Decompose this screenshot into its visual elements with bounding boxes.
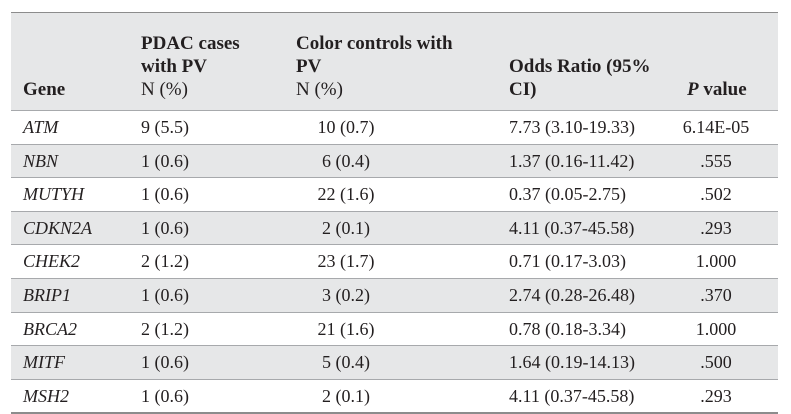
header-odds-ratio: Odds Ratio (95% CI) <box>509 55 650 101</box>
p-value-cell: .555 <box>700 150 732 171</box>
controls-cell: 5 (0.4) <box>322 352 370 373</box>
controls-cell: 2 (0.1) <box>322 217 370 238</box>
p-value-cell: 6.14E-05 <box>682 117 750 137</box>
table-header: Gene PDAC cases with PV N (%) Color cont… <box>11 12 778 110</box>
p-value-cell: 1.000 <box>695 251 737 272</box>
pdac-cases-cell: 1 (0.6) <box>141 284 189 305</box>
header-p-value: P value <box>687 78 747 101</box>
pdac-cases-cell: 2 (1.2) <box>141 251 189 272</box>
odds-ratio-cell: 0.71 (0.17-3.03) <box>509 251 626 272</box>
controls-cell: 21 (1.6) <box>317 318 375 339</box>
header-ctrl-line3: N (%) <box>296 79 343 100</box>
controls-cell: 3 (0.2) <box>322 284 370 305</box>
header-p-italic: P <box>687 79 699 100</box>
pdac-cases-cell: 1 (0.6) <box>141 150 189 171</box>
table-row: MUTYH 1 (0.6) 22 (1.6) 0.37 (0.05-2.75) .502 <box>11 177 778 211</box>
p-value-cell: .502 <box>700 184 732 205</box>
header-color-controls: Color controls with PV N (%) <box>296 32 453 101</box>
controls-cell: 6 (0.4) <box>322 150 370 171</box>
odds-ratio-cell: 4.11 (0.37-45.58) <box>509 217 635 238</box>
header-gene-label: Gene <box>23 79 66 100</box>
table-row: CHEK2 2 (1.2) 23 (1.7) 0.71 (0.17-3.03) 1.00… <box>11 244 778 278</box>
pdac-cases-cell: 1 (0.6) <box>141 184 189 205</box>
table-row: BRCA2 2 (1.2) 21 (1.6) 0.78 (0.18-3.34) 1.00… <box>11 311 778 346</box>
table-row: ATM 9 (5.5) 10 (0.7) 7.73 (3.10-19.33) 6.14E… <box>11 110 778 144</box>
odds-ratio-cell: 4.11 (0.37-45.58) <box>509 385 635 406</box>
table-row: MITF 1 (0.6) 5 (0.4) 1.64 (0.19-14.13) .500 <box>11 345 778 379</box>
results-table: Gene PDAC cases with PV N (%) Color cont… <box>11 12 778 414</box>
pdac-cases-cell: 1 (0.6) <box>141 385 189 406</box>
gene-cell: BRCA2 <box>23 318 77 339</box>
header-p-rest: value <box>698 79 747 100</box>
header-pdac-line3: N (%) <box>141 79 188 100</box>
header-gene: Gene <box>23 78 65 101</box>
gene-cell: MSH2 <box>23 385 69 406</box>
gene-cell: NBN <box>23 150 59 171</box>
table-body: ATM 9 (5.5) 10 (0.7) 7.73 (3.10-19.33) 6.14E… <box>11 110 778 414</box>
header-or-line1: Odds Ratio (95% <box>509 56 651 77</box>
gene-cell: MUTYH <box>23 184 85 205</box>
header-pdac-line1: PDAC cases <box>141 33 240 54</box>
odds-ratio-cell: 2.74 (0.28-26.48) <box>509 284 635 305</box>
gene-cell: CHEK2 <box>23 251 81 272</box>
pdac-cases-cell: 1 (0.6) <box>141 352 189 373</box>
header-ctrl-line1: Color controls with <box>296 33 453 54</box>
header-or-line2: CI) <box>509 79 537 100</box>
pdac-cases-cell: 9 (5.5) <box>141 117 189 137</box>
pdac-cases-cell: 1 (0.6) <box>141 217 189 238</box>
table-row: BRIP1 1 (0.6) 3 (0.2) 2.74 (0.28-26.48) .370 <box>11 277 778 312</box>
header-ctrl-line2: PV <box>296 56 322 77</box>
gene-cell: ATM <box>23 117 59 137</box>
controls-cell: 2 (0.1) <box>322 385 370 406</box>
odds-ratio-cell: 7.73 (3.10-19.33) <box>509 117 635 137</box>
gene-cell: MITF <box>23 352 65 373</box>
pdac-cases-cell: 2 (1.2) <box>141 318 189 339</box>
p-value-cell: .293 <box>700 385 732 406</box>
table-row: MSH2 1 (0.6) 2 (0.1) 4.11 (0.37-45.58) .293 <box>11 378 778 414</box>
p-value-cell: 1.000 <box>695 318 737 339</box>
odds-ratio-cell: 1.37 (0.16-11.42) <box>509 150 635 171</box>
p-value-cell: .293 <box>700 217 732 238</box>
odds-ratio-cell: 0.78 (0.18-3.34) <box>509 318 626 339</box>
p-value-cell: .500 <box>700 352 732 373</box>
controls-cell: 22 (1.6) <box>317 184 375 205</box>
table-row: NBN 1 (0.6) 6 (0.4) 1.37 (0.16-11.42) .555 <box>11 143 778 178</box>
odds-ratio-cell: 1.64 (0.19-14.13) <box>509 352 635 373</box>
gene-cell: BRIP1 <box>23 284 71 305</box>
controls-cell: 23 (1.7) <box>317 251 375 272</box>
p-value-cell: .370 <box>700 284 732 305</box>
gene-cell: CDKN2A <box>23 217 93 238</box>
table-row: CDKN2A 1 (0.6) 2 (0.1) 4.11 (0.37-45.58) .29… <box>11 210 778 245</box>
controls-cell: 10 (0.7) <box>317 117 375 137</box>
header-pdac-cases: PDAC cases with PV N (%) <box>141 32 240 101</box>
odds-ratio-cell: 0.37 (0.05-2.75) <box>509 184 626 205</box>
header-pdac-line2: with PV <box>141 56 207 77</box>
header-p-label: P value <box>687 78 747 101</box>
